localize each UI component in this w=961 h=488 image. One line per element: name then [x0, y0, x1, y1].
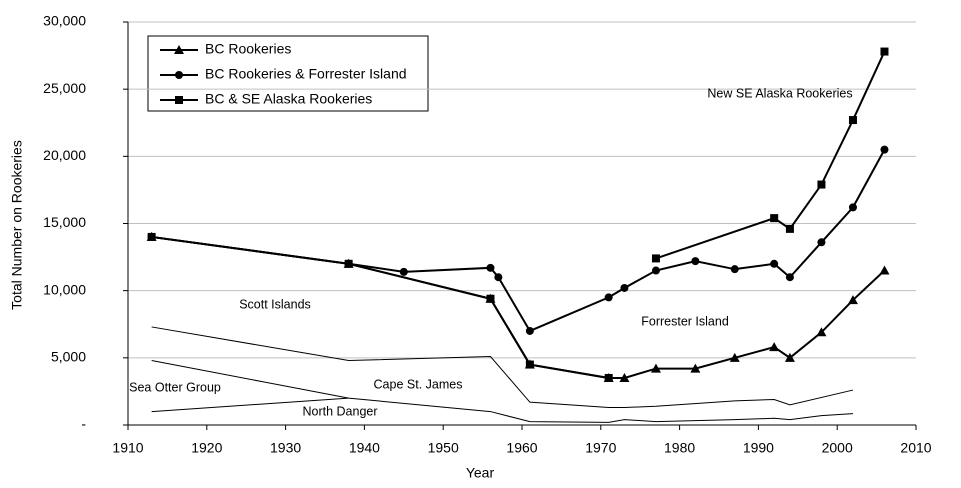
marker — [399, 267, 408, 276]
marker — [785, 224, 794, 233]
annotation: Cape St. James — [374, 377, 463, 391]
y-tick-label: 10,000 — [43, 281, 86, 297]
marker — [848, 116, 857, 125]
x-tick-label: 2000 — [822, 440, 853, 456]
marker — [691, 257, 700, 266]
marker — [651, 266, 660, 275]
marker — [525, 360, 534, 369]
marker — [879, 265, 890, 275]
marker — [147, 232, 156, 241]
x-tick-label: 1940 — [349, 440, 380, 456]
series-line — [151, 360, 853, 423]
marker — [770, 214, 779, 223]
marker — [486, 294, 495, 303]
marker — [620, 283, 629, 292]
annotation: Forrester Island — [641, 314, 729, 328]
legend-box — [147, 35, 429, 112]
marker — [604, 293, 613, 302]
annotation: North Danger — [302, 404, 377, 418]
marker — [604, 373, 613, 382]
x-tick-label: 1990 — [743, 440, 774, 456]
y-tick-label: 20,000 — [43, 147, 86, 163]
marker — [730, 265, 739, 274]
marker — [619, 372, 630, 382]
y-axis-title: Total Number on Rookeries — [9, 140, 25, 310]
y-tick-label: 15,000 — [43, 214, 86, 230]
x-tick-label: 1970 — [585, 440, 616, 456]
legend-label: BC Rookeries — [205, 41, 291, 57]
marker — [494, 273, 503, 282]
marker — [770, 259, 779, 268]
annotation: New SE Alaska Rookeries — [707, 86, 852, 100]
marker — [816, 327, 827, 337]
marker — [785, 273, 794, 282]
annotation: Sea Otter Group — [129, 380, 221, 394]
x-tick-label: 1960 — [506, 440, 537, 456]
x-tick-label: 1910 — [112, 440, 143, 456]
y-tick-label: 25,000 — [43, 80, 86, 96]
marker — [650, 363, 661, 373]
series-line — [151, 397, 349, 413]
series-line — [151, 326, 854, 409]
marker — [690, 363, 701, 373]
marker — [880, 145, 889, 154]
marker — [847, 295, 858, 305]
marker — [525, 326, 534, 335]
x-tick-label: 2010 — [900, 440, 931, 456]
marker — [729, 352, 740, 362]
x-tick-label: 1950 — [428, 440, 459, 456]
y-tick-label: 5,000 — [51, 349, 86, 365]
marker — [817, 180, 826, 189]
y-tick-label: 30,000 — [43, 13, 86, 29]
marker — [651, 254, 660, 263]
legend-label: BC & SE Alaska Rookeries — [205, 91, 372, 107]
legend-label: BC Rookeries & Forrester Island — [205, 66, 407, 82]
marker — [174, 45, 184, 54]
marker — [769, 342, 780, 352]
marker — [175, 96, 183, 104]
marker — [344, 259, 353, 268]
annotation: Scott Islands — [239, 297, 311, 311]
marker — [175, 71, 183, 79]
marker — [784, 352, 795, 362]
marker — [848, 203, 857, 212]
x-tick-label: 1980 — [664, 440, 695, 456]
x-tick-label: 1930 — [270, 440, 301, 456]
x-axis-title: Year — [466, 465, 495, 481]
x-tick-label: 1920 — [191, 440, 222, 456]
y-tick-label: - — [81, 416, 86, 432]
marker — [880, 47, 889, 56]
series-line — [151, 149, 886, 333]
marker — [486, 263, 495, 272]
marker — [817, 238, 826, 247]
